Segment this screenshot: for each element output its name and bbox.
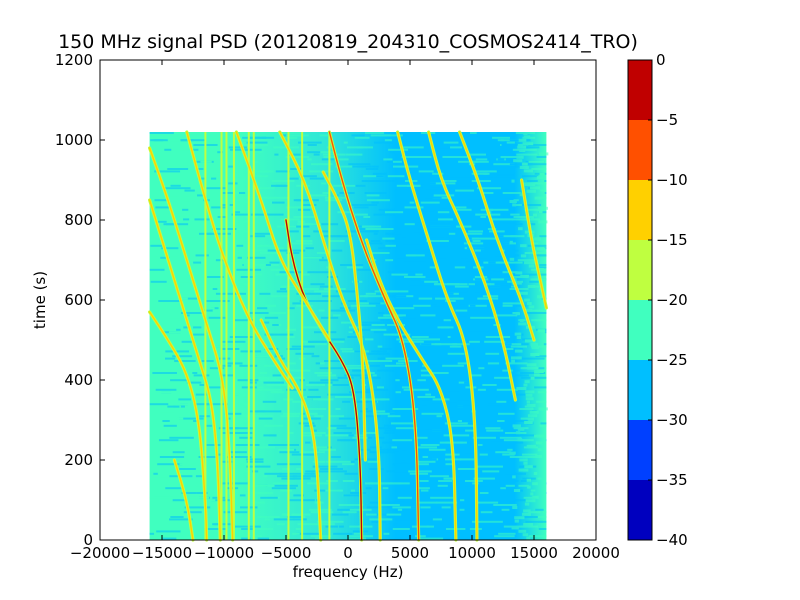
signal-track-core	[186, 131, 293, 389]
x-tick-label: −15000	[132, 544, 192, 562]
signal-track-core	[260, 319, 322, 541]
colorbar-tick-label: −15	[656, 231, 688, 249]
x-tick-label: −10000	[194, 544, 254, 562]
x-axis: −20000 −15000 −10000 −5000 0 5000 10000 15000 20…	[70, 60, 620, 562]
signal-track-core	[148, 147, 234, 541]
colorbar: 0 −5 −10 −15 −20 −25 −30 −35 −40	[627, 51, 688, 549]
colorbar-band	[628, 480, 652, 540]
signal-track-core	[173, 459, 194, 541]
x-axis-title: frequency (Hz)	[293, 563, 404, 581]
y-tick-label: 400	[64, 371, 93, 389]
colorbar-tick-label: −10	[656, 171, 688, 189]
y-axis: 0 200 400 600 800 1000 1200	[55, 51, 596, 549]
colorbar-band	[628, 240, 652, 300]
y-tick-label: 200	[64, 451, 93, 469]
x-tick-label: 5000	[391, 544, 429, 562]
signal-track-core	[148, 199, 221, 541]
plot-area	[99, 59, 597, 542]
signal-track-core	[328, 131, 420, 541]
colorbar-tick-label: −25	[656, 351, 688, 369]
colorbar-tick-label: −40	[656, 531, 688, 549]
x-tick-label: 15000	[510, 544, 558, 562]
colorbar-band	[628, 120, 652, 180]
signal-track-core	[458, 131, 535, 341]
x-tick-label: 0	[343, 544, 353, 562]
colorbar-tick-label: −5	[656, 111, 678, 129]
colorbar-tick-label: 0	[656, 51, 666, 69]
x-tick-label: 10000	[448, 544, 496, 562]
x-tick-label: 20000	[572, 544, 620, 562]
colorbar-band	[628, 360, 652, 420]
y-tick-label: 1200	[55, 51, 93, 69]
signal-track-core	[427, 131, 517, 401]
signal-track-core	[396, 131, 478, 541]
signal-track-core	[235, 131, 331, 341]
y-axis-title: time (s)	[31, 271, 49, 329]
y-tick-label: 600	[64, 291, 93, 309]
x-tick-label: −20000	[70, 544, 130, 562]
colorbar-band	[628, 300, 652, 360]
x-tick-label: −5000	[261, 544, 312, 562]
colorbar-tick-label: −30	[656, 411, 688, 429]
signal-track-core	[520, 179, 548, 309]
colorbar-band	[628, 60, 652, 120]
y-tick-label: 0	[83, 531, 93, 549]
colorbar-band	[628, 420, 652, 480]
signal-tracks	[148, 130, 548, 542]
signal-track-core	[279, 131, 381, 541]
colorbar-tick-label: −20	[656, 291, 688, 309]
colorbar-band	[628, 180, 652, 240]
colorbar-tick-label: −35	[656, 471, 688, 489]
y-tick-label: 800	[64, 211, 93, 229]
y-tick-label: 1000	[55, 131, 93, 149]
signal-track-core	[365, 239, 457, 541]
chart-title: 150 MHz signal PSD (20120819_204310_COSM…	[58, 31, 638, 53]
signal-track-core	[148, 311, 208, 541]
signal-track-core	[322, 171, 367, 461]
